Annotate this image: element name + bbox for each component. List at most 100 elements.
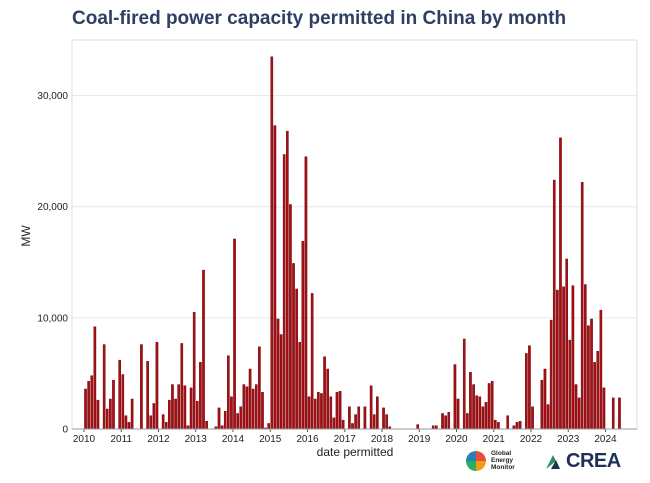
bar — [282, 154, 286, 430]
bar — [261, 392, 264, 430]
bar — [369, 385, 373, 430]
x-axis-label: date permitted — [317, 445, 394, 459]
bar — [276, 318, 280, 430]
bar — [105, 408, 109, 430]
bar — [562, 286, 565, 430]
bar — [599, 309, 603, 430]
bar — [320, 393, 323, 430]
bar — [559, 137, 562, 430]
bar — [357, 406, 361, 430]
bar — [245, 386, 249, 430]
bar — [497, 422, 500, 430]
bar — [304, 156, 308, 430]
bar — [484, 402, 488, 430]
bar — [580, 182, 584, 430]
bar — [168, 399, 171, 430]
bar — [146, 361, 149, 430]
bar — [487, 383, 491, 430]
bar — [254, 384, 258, 430]
bar — [490, 381, 494, 430]
bar — [227, 355, 230, 430]
x-tick-label: 2023 — [557, 434, 580, 445]
bar — [273, 125, 277, 430]
global-energy-monitor-logo: Global Energy Monitor — [466, 450, 529, 471]
bar — [441, 413, 444, 430]
crea-logo-text: CREA — [566, 450, 621, 472]
bar — [348, 406, 351, 430]
bar — [223, 411, 227, 430]
bar — [354, 414, 357, 430]
bar — [174, 398, 177, 430]
bar — [341, 419, 345, 430]
crea-logo: CREA — [544, 450, 621, 473]
bar — [149, 415, 153, 430]
bar — [506, 415, 510, 430]
bar — [552, 179, 556, 430]
bar — [587, 325, 590, 430]
bar — [462, 338, 466, 430]
bar — [289, 204, 292, 430]
bar — [183, 385, 187, 430]
bar — [602, 387, 606, 430]
bar — [453, 364, 457, 430]
y-tick-label: 30,000 — [37, 91, 68, 102]
gridlines — [72, 95, 637, 319]
x-tick-label: 2017 — [334, 434, 357, 445]
bar — [130, 398, 134, 430]
bar — [279, 334, 283, 430]
bar — [478, 396, 482, 430]
bar — [323, 356, 326, 430]
bar — [528, 345, 531, 430]
bar — [230, 396, 233, 430]
bar — [313, 398, 317, 430]
bar — [239, 406, 243, 430]
plot-area — [71, 39, 638, 430]
bar — [549, 319, 553, 430]
x-tick-label: 2020 — [445, 434, 468, 445]
bar — [571, 285, 575, 430]
bar — [565, 258, 569, 430]
bar — [87, 381, 90, 430]
bar — [152, 403, 156, 430]
bar — [140, 344, 143, 430]
x-tick-label: 2021 — [483, 434, 506, 445]
bar — [124, 415, 128, 430]
x-tick-label: 2019 — [408, 434, 431, 445]
bar — [469, 372, 472, 430]
bar — [192, 312, 196, 430]
bar — [233, 238, 236, 430]
bar — [540, 379, 544, 430]
bar — [177, 384, 180, 430]
x-tick-label: 2010 — [73, 434, 96, 445]
bar — [518, 421, 522, 430]
bar — [180, 343, 184, 430]
bar — [546, 404, 550, 430]
bar — [596, 351, 600, 430]
bar — [242, 384, 246, 430]
bar — [310, 293, 314, 430]
bar — [270, 56, 274, 430]
bar — [326, 368, 329, 430]
bar — [416, 424, 420, 430]
bar — [121, 374, 125, 430]
bar — [481, 406, 485, 430]
bar — [93, 326, 97, 430]
bar — [109, 398, 112, 430]
x-tick-label: 2015 — [259, 434, 282, 445]
x-axis-ticks: 2010 2011 2012 2013 2014 2015 2016 2017 2018 2019… — [73, 429, 617, 445]
bar — [292, 263, 295, 430]
bar — [295, 288, 298, 430]
bar — [202, 269, 205, 430]
x-tick-label: 2013 — [185, 434, 208, 445]
bar — [382, 407, 385, 430]
x-tick-label: 2012 — [147, 434, 170, 445]
chart-title: Coal-fired power capacity permitted in C… — [72, 8, 567, 29]
bar — [329, 396, 333, 430]
x-tick-label: 2011 — [110, 434, 132, 445]
bar — [543, 368, 547, 430]
bar — [236, 413, 239, 430]
bar — [301, 240, 305, 430]
y-tick-label: 20,000 — [37, 202, 68, 213]
bar — [611, 397, 615, 430]
